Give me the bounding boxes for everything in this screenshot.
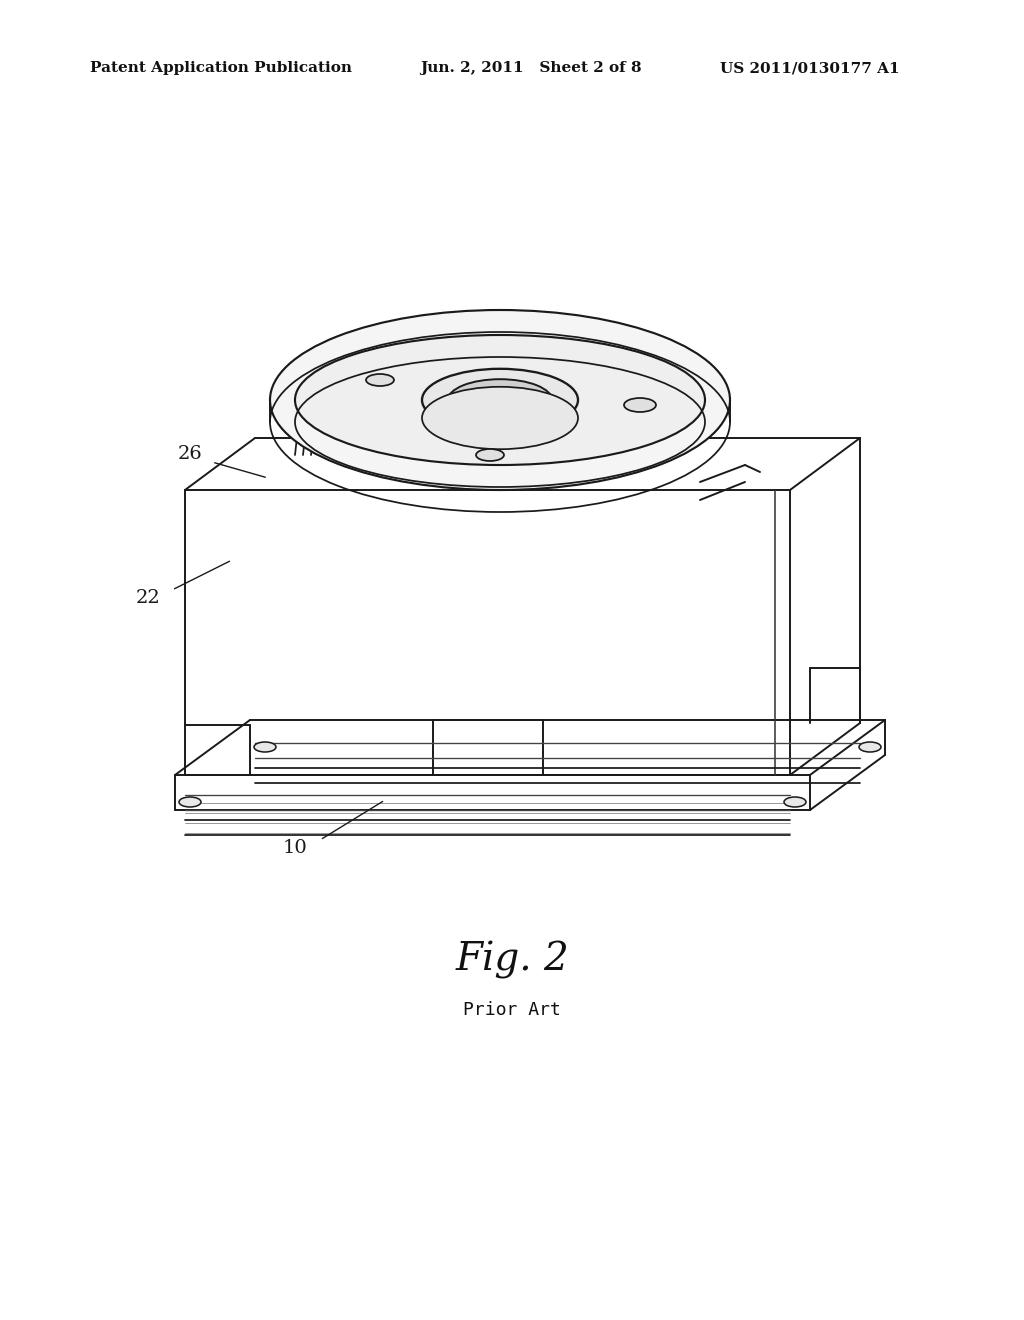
- Ellipse shape: [784, 797, 806, 807]
- Ellipse shape: [270, 310, 730, 490]
- Ellipse shape: [859, 742, 881, 752]
- Text: Prior Art: Prior Art: [463, 1001, 561, 1019]
- Ellipse shape: [476, 449, 504, 461]
- Text: Fig. 2: Fig. 2: [455, 941, 569, 979]
- Ellipse shape: [624, 399, 656, 412]
- Ellipse shape: [470, 388, 530, 412]
- Ellipse shape: [254, 742, 276, 752]
- Text: Patent Application Publication: Patent Application Publication: [90, 61, 352, 75]
- Text: 22: 22: [135, 589, 161, 607]
- Text: Jun. 2, 2011   Sheet 2 of 8: Jun. 2, 2011 Sheet 2 of 8: [420, 61, 642, 75]
- Ellipse shape: [179, 797, 201, 807]
- Text: 26: 26: [177, 445, 203, 463]
- Ellipse shape: [422, 368, 578, 432]
- Ellipse shape: [366, 374, 394, 385]
- Ellipse shape: [422, 387, 578, 449]
- Text: US 2011/0130177 A1: US 2011/0130177 A1: [720, 61, 900, 75]
- Text: 10: 10: [283, 840, 307, 857]
- Ellipse shape: [449, 379, 552, 421]
- Ellipse shape: [295, 335, 705, 465]
